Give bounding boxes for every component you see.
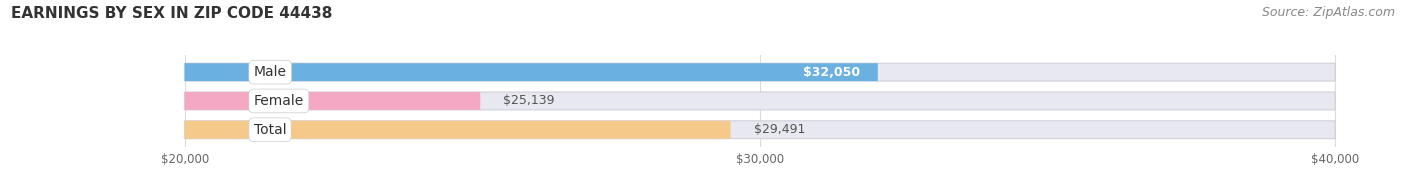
FancyBboxPatch shape	[184, 121, 731, 139]
FancyBboxPatch shape	[184, 92, 1336, 110]
Text: $25,139: $25,139	[503, 94, 555, 107]
FancyBboxPatch shape	[184, 63, 877, 81]
Text: Female: Female	[253, 94, 304, 108]
Text: EARNINGS BY SEX IN ZIP CODE 44438: EARNINGS BY SEX IN ZIP CODE 44438	[11, 6, 333, 21]
Text: $32,050: $32,050	[803, 66, 860, 79]
Text: Total: Total	[253, 123, 287, 137]
FancyBboxPatch shape	[184, 121, 1336, 139]
FancyBboxPatch shape	[184, 63, 1336, 81]
Text: Source: ZipAtlas.com: Source: ZipAtlas.com	[1261, 6, 1395, 19]
Text: Male: Male	[253, 65, 287, 79]
Text: $29,491: $29,491	[754, 123, 806, 136]
FancyBboxPatch shape	[184, 92, 481, 110]
